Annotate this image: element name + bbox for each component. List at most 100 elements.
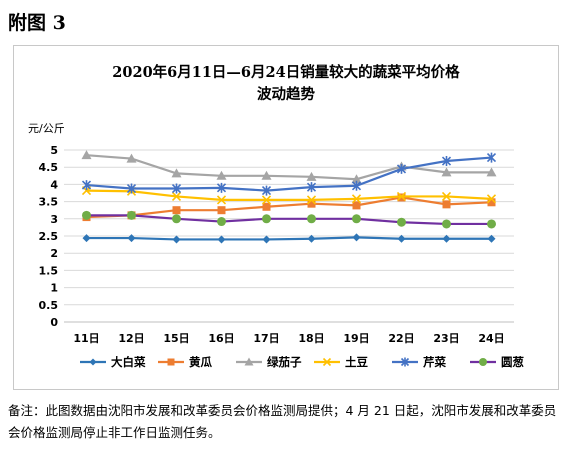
y-axis-label: 元/公斤 (28, 122, 65, 135)
series-line (86, 196, 492, 219)
data-point (82, 210, 91, 220)
legend-marker (89, 358, 97, 366)
series-0 (82, 233, 496, 244)
appendix-heading: 附图 3 (8, 12, 66, 34)
data-point (352, 201, 361, 210)
data-point (126, 183, 137, 194)
legend: 大白菜 黄瓜 绿茄子 土豆 芹菜 圆葱 (80, 355, 524, 369)
legend-item: 土豆 (314, 355, 368, 369)
data-point (262, 214, 271, 224)
data-point (397, 217, 406, 227)
data-point (351, 180, 362, 191)
line-chart: 2020年6月11日—6月24日销量较大的蔬菜平均价格 波动趋势 元/公斤 00… (28, 63, 524, 369)
data-point (352, 233, 361, 242)
series-layer (81, 150, 497, 244)
data-point (81, 180, 92, 191)
legend-label: 黄瓜 (189, 355, 212, 369)
legend-label: 土豆 (345, 355, 368, 369)
data-point (441, 167, 452, 177)
data-point (441, 191, 452, 202)
y-tick-label: 0 (50, 316, 58, 329)
legend-label: 大白菜 (111, 355, 146, 369)
data-point (442, 234, 451, 243)
y-tick-label: 4 (50, 178, 58, 191)
data-point (442, 200, 451, 209)
data-point (396, 163, 407, 174)
series-3 (81, 186, 497, 205)
legend-item: 圆葱 (470, 355, 524, 369)
data-point (307, 199, 316, 208)
x-tick-label: 22日 (388, 332, 414, 345)
data-point (172, 214, 181, 224)
series-5 (82, 210, 496, 229)
data-point (126, 153, 137, 163)
legend-item: 大白菜 (80, 355, 146, 369)
data-point (487, 234, 496, 243)
x-tick-label: 11日 (73, 332, 99, 345)
series-4 (81, 152, 497, 196)
data-point (441, 156, 452, 167)
x-tick-label: 18日 (298, 332, 324, 345)
y-tick-label: 5 (50, 144, 58, 157)
data-point (216, 195, 227, 205)
legend-marker (322, 357, 332, 367)
grid-layer (64, 149, 514, 323)
data-point (216, 182, 227, 193)
data-point (262, 202, 271, 211)
data-point (171, 168, 182, 178)
series-line (86, 214, 492, 226)
legend-marker (244, 357, 254, 366)
chart-title-line-2: 波动趋势 (257, 85, 315, 103)
y-tick-label: 1.5 (39, 264, 59, 277)
x-tick-label: 12日 (118, 332, 144, 345)
data-point (217, 206, 226, 215)
data-point (261, 170, 272, 180)
legend-label: 绿茄子 (267, 355, 302, 369)
data-point (172, 206, 181, 215)
data-point (442, 219, 451, 229)
chart-title-line-1: 2020年6月11日—6月24日销量较大的蔬菜平均价格 (112, 63, 460, 81)
data-point (351, 174, 362, 184)
legend-item: 芹菜 (392, 355, 446, 369)
legend-marker (400, 357, 410, 367)
legend-marker (167, 358, 175, 366)
y-tick-label: 4.5 (39, 161, 59, 174)
data-point (171, 183, 182, 194)
legend-marker (479, 358, 487, 366)
data-point (352, 214, 361, 224)
data-point (486, 152, 497, 163)
legend-item: 黄瓜 (158, 355, 212, 369)
x-tick-label: 17日 (253, 332, 279, 345)
series-line (86, 189, 492, 201)
data-point (217, 217, 226, 227)
data-point (171, 191, 182, 202)
x-tick-label: 19日 (343, 332, 369, 345)
legend-label: 芹菜 (423, 355, 446, 369)
y-tick-label: 2.5 (39, 230, 59, 243)
data-point (82, 234, 91, 243)
legend-item: 绿茄子 (236, 355, 302, 369)
y-tick-label: 2 (50, 247, 58, 260)
y-tick-label: 3.5 (39, 196, 59, 209)
data-point (307, 234, 316, 243)
y-tick-label: 1 (50, 282, 58, 295)
data-point (486, 194, 497, 204)
x-tick-label: 24日 (478, 332, 504, 345)
legend-label: 圆葱 (501, 355, 524, 369)
data-point (261, 185, 272, 196)
data-point (306, 195, 317, 205)
data-point (487, 219, 496, 229)
data-point (172, 235, 181, 244)
series-line (86, 236, 492, 241)
data-point (306, 171, 317, 181)
data-point (487, 198, 496, 207)
data-point (351, 194, 362, 204)
data-point (396, 191, 407, 202)
data-point (81, 150, 92, 160)
data-point (127, 210, 136, 220)
series-line (86, 154, 492, 181)
data-point (217, 235, 226, 244)
data-point (306, 182, 317, 193)
data-point (261, 195, 272, 205)
